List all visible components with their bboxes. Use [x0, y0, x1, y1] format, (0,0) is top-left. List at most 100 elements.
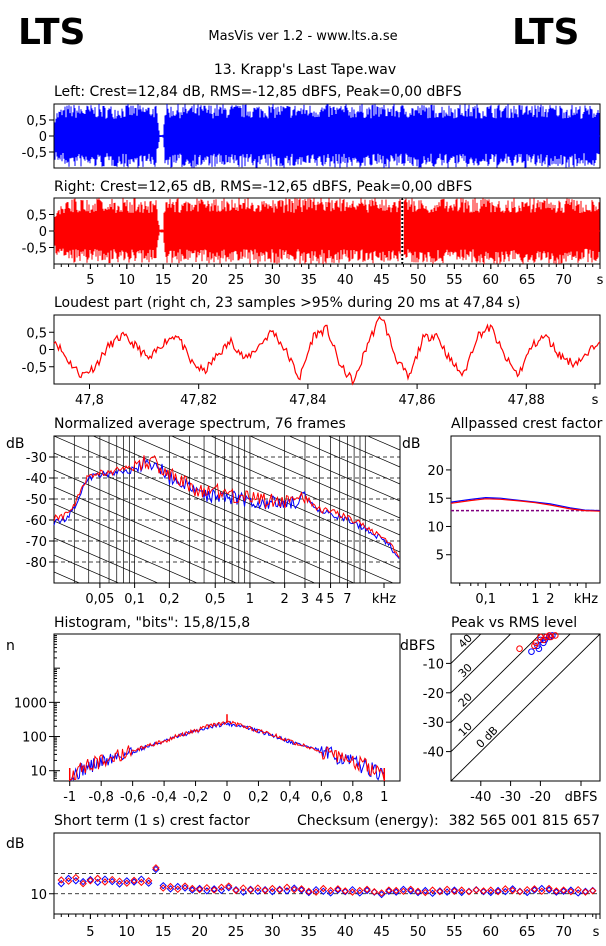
- short_term_crest-xtick-label: s: [593, 925, 600, 940]
- short-term-right-point: [137, 878, 146, 887]
- peak_vs_rms-ytick-label: -30: [423, 716, 444, 731]
- spectrum-ylabel: dB: [6, 436, 25, 452]
- short-term-right-point: [334, 885, 342, 893]
- right_waveform-xtick-label: 65: [519, 273, 536, 288]
- checksum-value: 382 565 001 815 657: [449, 813, 600, 829]
- short-term-left-point: [181, 884, 189, 892]
- short-term-left-point: [559, 887, 568, 896]
- logo-right: LTS: [512, 12, 579, 53]
- right_waveform-xtick-label: 5: [86, 273, 94, 288]
- short_term_crest-xtick-label: 70: [555, 925, 572, 940]
- short-term-left-point: [450, 886, 459, 894]
- spectrum-ytick-label: -70: [26, 535, 47, 550]
- short-term-left-point: [494, 886, 502, 895]
- spectrum-frame: [53, 435, 401, 584]
- short-term-right-point: [538, 887, 546, 896]
- spectrum-xtick-label: 0,05: [85, 592, 114, 607]
- spectrum-xtick-label: kHz: [372, 592, 396, 607]
- short-term-left-point: [137, 875, 146, 883]
- short-term-left-point: [479, 888, 488, 896]
- short-term-right-point: [290, 885, 298, 894]
- short-term-right-point: [501, 885, 510, 893]
- spectrum-xtick-label: 2: [281, 592, 289, 607]
- peak-rms-crest-line: [451, 634, 600, 781]
- short_term_crest-xtick-label: 45: [373, 925, 390, 940]
- right_waveform-xtick-label: s: [597, 273, 604, 288]
- left_waveform-ytick-label: 0: [39, 130, 47, 145]
- spectrum-right-line: [53, 454, 400, 558]
- short-term-right-point: [305, 887, 313, 896]
- app-title: MasVis ver 1.2 - www.lts.a.se: [208, 29, 397, 44]
- short-term-right-point: [115, 877, 124, 885]
- spectrum-xtick-label: 5: [326, 592, 334, 607]
- peak-rms-crest-line: [451, 634, 482, 665]
- short_term_crest-xtick-label: 30: [264, 925, 281, 940]
- histogram-xtick-label: 0,4: [280, 790, 301, 805]
- peak_vs_rms-ytick-label: -10: [423, 657, 444, 672]
- spectrum-slope-line: [54, 554, 120, 583]
- short-term-right-point: [210, 886, 218, 894]
- peak_vs_rms-ytick-label: -20: [423, 687, 444, 702]
- short-term-right-point: [57, 876, 65, 884]
- short-term-left-point: [530, 886, 539, 894]
- peak-rms-crest-label: 10: [456, 720, 475, 739]
- spectrum-ytick-label: -60: [26, 514, 47, 529]
- histogram-xtick-label: -0,2: [183, 790, 208, 805]
- plot-area: 0,50-0,50,50-0,55 10 15 20 25 30 35 40 45 50 55 60 6…: [14, 103, 604, 940]
- right_waveform-xtick-label: 20: [191, 273, 208, 288]
- short-term-right-point: [232, 886, 240, 895]
- short-term-left-point: [443, 888, 451, 896]
- histogram-left-line: [69, 720, 385, 782]
- short-term-right-point: [421, 888, 429, 897]
- short-term-right-point: [552, 887, 561, 895]
- histogram-xtick-label: -1: [63, 790, 76, 805]
- loudest_part-xtick-label: s: [592, 393, 599, 408]
- peak-rms-left-point: [528, 648, 535, 655]
- spectrum-slope-line: [131, 436, 400, 553]
- peak-rms-crest-line: [451, 634, 512, 694]
- loudest_part-ytick-label: 0: [39, 344, 47, 359]
- short_term_crest-xtick-label: 10: [119, 925, 136, 940]
- short-term-right-point: [523, 885, 531, 894]
- histogram-ytick-label: 10: [30, 765, 47, 780]
- short-term-right-point: [348, 888, 357, 896]
- short-term-right-point: [144, 877, 153, 885]
- spectrum-slope-line: [54, 520, 198, 583]
- short_term_crest-xtick-label: 35: [301, 925, 318, 940]
- spectrum-xtick-label: 0,5: [205, 592, 226, 607]
- short-term-left-point: [79, 877, 87, 886]
- spectrum-slope-line: [54, 623, 400, 773]
- short_term_crest-ytick-label: 10: [30, 888, 47, 903]
- allpassed-right-line: [450, 498, 601, 512]
- short-term-left-point: [552, 888, 561, 896]
- short-term-right-point: [567, 888, 575, 896]
- short-term-right-point: [479, 887, 488, 895]
- spectrum-xtick-label: 3: [301, 592, 309, 607]
- loudest_part-ytick-label: 0,5: [26, 326, 47, 341]
- peak-rms-crest-label: 20: [456, 690, 475, 709]
- short-term-right-point: [356, 886, 364, 895]
- right_waveform-ytick-label: 0,5: [26, 209, 47, 224]
- logo-left: LTS: [18, 12, 85, 53]
- short-term-right-point: [268, 884, 277, 893]
- spectrum-slope-line: [249, 436, 400, 502]
- spectrum-xtick-label: 0,2: [159, 592, 180, 607]
- allpassed-left-line: [450, 496, 601, 512]
- short-term-crest-title: Short term (1 s) crest factor: [54, 813, 250, 829]
- short-term-left-point: [283, 887, 291, 895]
- loudest_part-xtick-label: 47,88: [508, 393, 545, 408]
- loudest_part-xtick-label: 47,82: [180, 393, 217, 408]
- short_term_crest-xtick-label: 20: [191, 925, 208, 940]
- allpassed_crest-ytick-label: 20: [427, 464, 444, 479]
- short-term-right-point: [399, 887, 408, 896]
- short-term-left-point: [232, 885, 240, 894]
- short-term-left-point: [217, 886, 226, 895]
- short-term-left-point: [86, 875, 95, 884]
- short-term-left-point: [319, 887, 328, 896]
- short-term-right-point: [79, 879, 87, 888]
- short-term-right-point: [203, 883, 211, 892]
- short-term-left-point: [108, 877, 116, 886]
- short-term-left-point: [297, 886, 306, 894]
- spectrum-slope-line: [54, 486, 277, 583]
- short-term-right-point: [275, 886, 284, 894]
